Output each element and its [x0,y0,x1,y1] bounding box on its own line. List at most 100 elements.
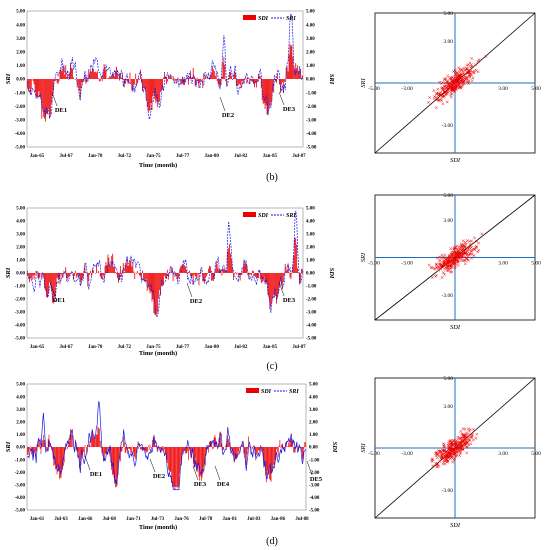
sdi-bar [222,62,224,79]
sdi-bar [241,79,243,81]
sdi-bar [130,79,132,83]
sdi-bar [86,447,88,454]
scatter-point [454,454,458,458]
sdi-bar [100,447,102,449]
sdi-bar [254,79,255,88]
sdi-bar [244,264,246,273]
panel-label: (b) [266,172,278,183]
sdi-bar [65,447,67,451]
legend-label-sri: SRI [286,16,296,22]
sdi-bar [59,447,61,478]
scatter-point [451,442,455,446]
sdi-bar [268,447,269,475]
sdi-bar [160,79,162,92]
sdi-bar [207,76,208,79]
y-tick-label: -3.00 [15,484,26,489]
sdi-bar [220,271,222,273]
sdi-bar [252,447,253,449]
sdi-bar [62,447,63,470]
sdi-bar [37,79,39,98]
scatter-point [458,451,462,455]
scatter-point [460,441,464,444]
scatter-point [466,246,470,250]
sdi-bar [153,434,155,447]
scatter-tick-label: 5.00 [443,376,453,382]
sdi-bar [147,447,148,452]
sdi-bar [163,273,164,286]
sdi-bar [247,447,249,449]
x-tick-label: Jan-70 [88,345,103,350]
sdi-bar [74,79,76,80]
legend-swatch-sdi [246,388,259,393]
scatter-point [437,99,441,103]
sdi-bar [37,444,39,447]
sdi-bar [47,273,48,298]
sdi-bar [135,447,136,460]
scatter-tick-label: 5.00 [531,86,541,92]
sdi-bar [249,273,251,275]
sdi-bar [157,447,159,451]
scatter-point [443,77,447,81]
scatter-tick-label: 5.00 [531,451,541,457]
sdi-bar [56,273,58,278]
y-axis-title: SRI [5,267,12,278]
y2-axis-title: SDI [328,268,335,279]
sdi-bar [71,430,72,447]
scatter-point [446,455,450,459]
scatter-point [437,93,441,97]
sdi-bar [75,447,77,451]
scatter-point [427,263,431,267]
scatter-point [474,436,478,440]
sdi-bar [91,71,93,79]
sdi-bar [39,447,41,449]
sdi-bar [67,273,69,280]
scatter-point [438,80,442,84]
scatter-x-label: SDI [450,157,461,164]
scatter-point [461,81,465,85]
sdi-bar [286,269,288,273]
sdi-bar [92,434,94,447]
sdi-bar [128,447,129,449]
scatter-point [454,447,458,451]
sdi-bar [271,447,273,473]
sdi-bar [213,71,215,79]
sdi-bar [123,79,125,88]
scatter-points [427,55,488,110]
sdi-bar [42,79,44,109]
sdi-bar [194,79,196,86]
sdi-bar [139,79,140,80]
scatter-point [438,459,441,463]
sdi-bar [258,270,260,273]
scatter-point [443,85,447,88]
scatter-point [445,92,449,96]
y-tick-label: -5.00 [15,146,26,151]
scatter-point [465,77,469,81]
sdi-bar [30,273,32,279]
sdi-bar [148,273,150,290]
sdi-bar [160,447,161,452]
sdi-bar [98,427,100,447]
sdi-bar [104,66,106,79]
scatter-point [458,68,462,72]
sdi-bar [93,270,94,273]
sdi-bar [63,64,65,79]
sdi-bar [127,265,129,273]
sdi-bar [197,273,199,274]
scatter-point [455,71,459,75]
sdi-bar [90,270,92,273]
scatter-point [467,438,471,442]
scatter-point [459,429,463,433]
sdi-bar [185,447,187,454]
sdi-bar [29,79,31,95]
scatter-point [443,78,446,82]
sdi-bar [288,272,290,273]
sdi-bar [112,73,114,79]
y-tick-label: 2.00 [16,246,25,251]
sdi-bar [276,79,277,83]
sdi-bar [279,273,280,287]
sdi-bar [138,447,140,449]
y2-tick-label: -4.00 [306,324,317,329]
x-tick-label: Jan-61 [30,517,45,522]
scatter-point [437,255,441,259]
sdi-bar [38,273,40,279]
